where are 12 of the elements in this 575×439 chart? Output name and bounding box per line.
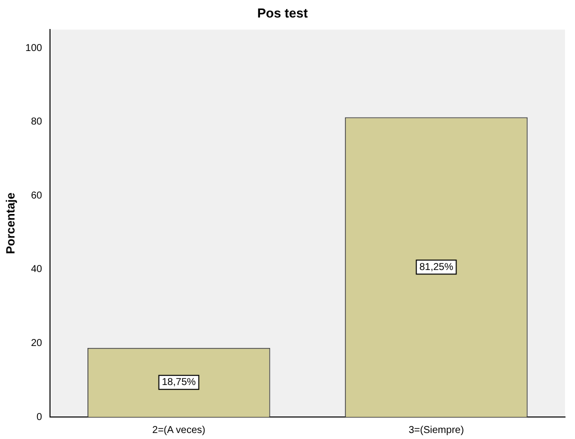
data-label: 18,75% xyxy=(162,377,196,388)
x-tick-label: 3=(Siempre) xyxy=(408,424,464,436)
y-tick-label: 60 xyxy=(30,190,43,202)
x-tick-label: 2=(A veces) xyxy=(152,424,206,436)
data-label: 81,25% xyxy=(419,262,454,273)
y-tick-label: 0 xyxy=(36,412,43,423)
y-tick-label: 80 xyxy=(30,116,43,128)
y-tick-label: 40 xyxy=(30,264,43,276)
y-tick-label: 100 xyxy=(25,42,43,54)
y-axis-title: Porcentaje xyxy=(4,192,18,254)
y-tick-label: 20 xyxy=(30,338,43,349)
chart-title: Pos test xyxy=(257,5,308,20)
